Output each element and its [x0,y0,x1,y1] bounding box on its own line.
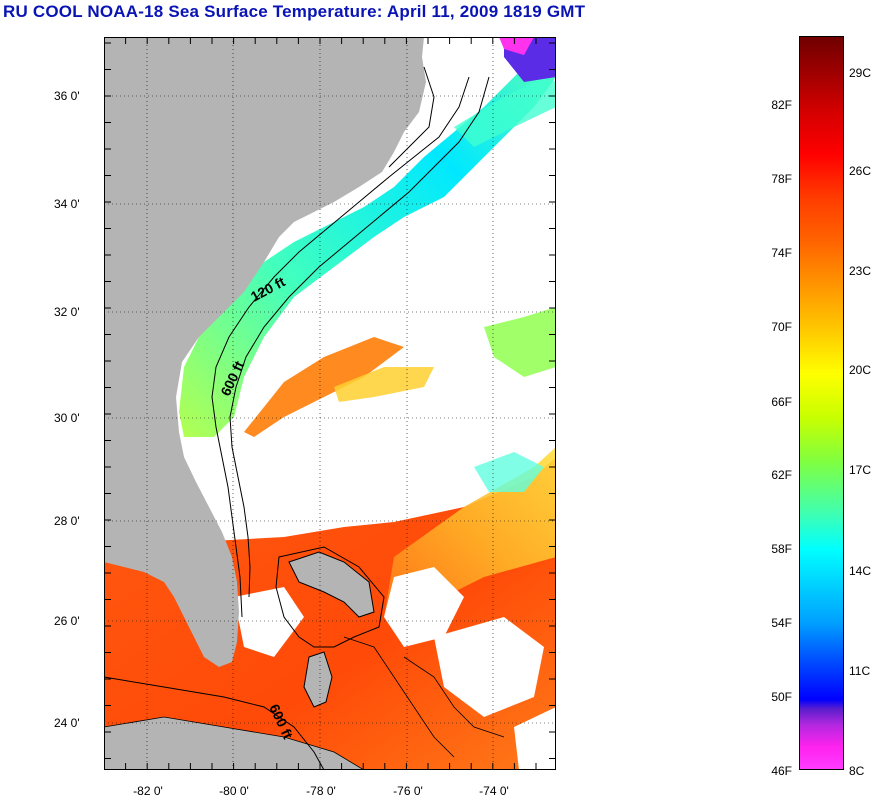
green-patch-east [484,307,556,377]
lat-label-26: 26 0' [54,614,80,628]
cbar-label-20c: 20C [849,363,872,377]
cbar-label-74f: 74F [771,246,792,260]
lat-label-34: 34 0' [54,197,80,211]
cbar-label-70f: 70F [771,320,792,334]
cbar-label-46f: 46F [771,764,792,778]
cbar-label-62f: 62F [771,468,792,482]
cold-water-magenta [499,37,534,55]
bahamas-island-4 [403,656,505,738]
contour-600ft-south [104,676,325,770]
cloud-patch-3 [234,587,304,657]
cyan-patch-east [474,452,544,492]
lat-label-30: 30 0' [54,411,80,425]
map-frame [104,37,556,770]
lat-label-24: 24 0' [54,716,80,730]
temperature-colorbar [799,36,844,770]
cbar-label-8c: 8C [849,764,865,778]
contour-bahamas-bank [275,546,385,648]
land-us [104,37,426,667]
lon-label-80: -80 0' [219,784,249,798]
bahamas-island-2 [303,651,333,708]
cbar-label-26c: 26C [849,164,872,178]
cool-patch-northeast [454,77,556,147]
lon-label-82: -82 0' [133,784,163,798]
cbar-label-58f: 58F [771,542,792,556]
cbar-label-23c: 23C [849,264,872,278]
contour-600ft [229,76,490,598]
lat-label-28: 28 0' [54,514,80,528]
cbar-label-66f: 66F [771,395,792,409]
cbar-label-29c: 29C [849,66,872,80]
contour-120ft [211,76,470,618]
lat-label-36: 36 0' [54,89,80,103]
lon-label-76: -76 0' [393,784,423,798]
cbar-label-14c: 14C [849,564,872,578]
cloud-patch-2 [434,617,544,717]
lat-label-32: 32 0' [54,305,80,319]
cbar-label-11c: 11C [849,664,871,678]
cuba-coast [104,716,365,770]
outer-banks [388,66,435,168]
cbar-label-78f: 78F [771,172,792,186]
cbar-label-50f: 50F [771,690,792,704]
cbar-label-82f: 82F [771,98,792,112]
bahamas-island-3 [343,636,455,758]
cloud-patch-1 [384,567,464,647]
bahamas-island-1 [288,551,375,618]
lon-label-78: -78 0' [306,784,336,798]
sst-map: 120 ft 600 ft 600 ft [104,37,556,770]
graticule [104,37,556,770]
warm-filament-north [244,337,404,437]
axis-ticks [104,37,556,770]
cbar-label-17c: 17C [849,463,872,477]
cbar-label-54f: 54F [771,616,792,630]
lon-label-74: -74 0' [479,784,509,798]
map-title: RU COOL NOAA-18 Sea Surface Temperature:… [3,2,586,21]
yellow-filament [334,367,434,402]
